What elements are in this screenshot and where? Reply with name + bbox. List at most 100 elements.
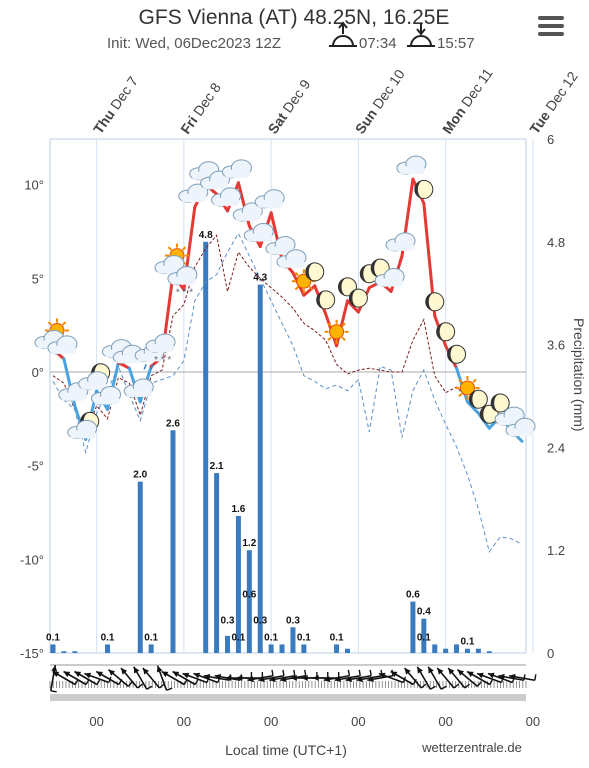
- wind-barb: [427, 666, 447, 690]
- precip-tick: 6: [547, 132, 554, 147]
- source-credit: wetterzentrale.de: [421, 740, 522, 755]
- moon-icon: [436, 322, 456, 342]
- day-date: Dec 9: [279, 76, 313, 115]
- hour-label: 00: [351, 714, 365, 729]
- precip-data-label: 0.1: [461, 637, 475, 648]
- cloud-icon: [243, 223, 274, 243]
- sunrise-time: 07:34: [359, 35, 397, 52]
- cloud-icon: [211, 187, 242, 207]
- precip-bar: [268, 644, 274, 653]
- cloud-icon: [232, 202, 263, 222]
- precip-tick: 3.6: [547, 338, 565, 353]
- rain-cloud-icon: [134, 342, 165, 370]
- hour-label: 00: [89, 714, 103, 729]
- precip-bar: [235, 515, 241, 653]
- series-lines: [51, 177, 524, 553]
- hamburger-menu-icon[interactable]: [538, 16, 564, 36]
- sun-icon: [324, 319, 349, 344]
- day-label: ThuDec 7: [90, 73, 141, 137]
- temperature-axis: 10° 5° 0° -5° -10° -15°: [20, 178, 44, 661]
- hour-label: 00: [264, 714, 278, 729]
- precip-data-label: 0.6: [242, 590, 256, 601]
- wind-barb: [345, 669, 372, 683]
- chart-title: GFS Vienna (AT) 48.25N, 16.25E: [139, 6, 450, 29]
- day-label: TueDec 12: [526, 68, 581, 137]
- day-date: Dec 12: [542, 68, 581, 114]
- cloud-icon: [58, 382, 89, 402]
- wind-barb: [334, 669, 361, 683]
- wind-barb: [403, 667, 427, 689]
- precipitation-labels: 0.1 0.1 2.0 0.1 2.6 4.8 2.1 1.6 1.2 0.6 4.3 0.3 0.1 0…: [46, 230, 475, 648]
- sunset-time: 15:57: [437, 35, 475, 52]
- init-time: Init: Wed, 06Dec2023 12Z: [107, 35, 281, 52]
- moon-icon: [425, 292, 445, 312]
- snow-cloud-icon: * * *: [167, 266, 198, 299]
- day-weekday: Fri: [177, 113, 200, 137]
- precip-bar: [214, 473, 220, 653]
- time-scrollbar[interactable]: [50, 694, 526, 701]
- hour-labels: 000000000000000000000000000000: [89, 714, 540, 729]
- precip-bar: [257, 284, 263, 653]
- precip-data-label: 1.2: [242, 538, 256, 549]
- precip-tick: 0: [547, 646, 554, 661]
- day-weekday: Thu: [90, 107, 118, 137]
- day-date: Dec 7: [107, 73, 141, 112]
- wind-barb: [509, 673, 537, 682]
- temp-tick: 10°: [24, 178, 44, 193]
- precip-bar: [50, 644, 56, 653]
- wind-barb: [269, 669, 296, 683]
- cloud-icon: [276, 249, 307, 269]
- precip-data-label: 2.6: [166, 418, 180, 429]
- precip-bar: [290, 627, 296, 653]
- wind-barb: [142, 667, 165, 689]
- day-weekday: Mon: [439, 104, 469, 137]
- precip-tick: 2.4: [547, 440, 565, 455]
- wind-barbs: [49, 664, 537, 693]
- precip-data-label: 2.0: [133, 470, 147, 481]
- day-label: SunDec 10: [352, 66, 408, 137]
- wind-barb: [156, 665, 173, 691]
- temperature-segment: [465, 400, 480, 415]
- day-weekday: Sun: [352, 106, 380, 137]
- cloud-icon: [123, 378, 154, 398]
- precip-data-label: 1.6: [231, 504, 245, 515]
- precip-bar: [334, 644, 340, 653]
- svg-text:* * *: * * *: [154, 355, 171, 366]
- temperature-segment: [302, 284, 317, 297]
- series-line-850hpa: [52, 232, 523, 553]
- precip-tick: 1.2: [547, 543, 565, 558]
- precip-data-label: 0.1: [101, 632, 115, 643]
- precip-bar: [464, 648, 470, 653]
- snow-cloud-icon: * * *: [145, 333, 176, 366]
- weather-icons: * * * * * *: [34, 155, 536, 439]
- plot-frame: [49, 138, 527, 654]
- precip-bar: [344, 648, 350, 653]
- precip-data-label: 0.1: [264, 632, 278, 643]
- precip-bar: [105, 644, 111, 653]
- moon-icon: [414, 179, 434, 199]
- precip-bar: [170, 430, 176, 653]
- temp-tick: -10°: [20, 552, 44, 567]
- precip-data-label: 0.3: [253, 615, 267, 626]
- wind-barb: [74, 670, 101, 686]
- day-date: Dec 10: [369, 66, 408, 112]
- precip-bar: [410, 601, 416, 653]
- precip-bar: [454, 644, 460, 653]
- sunrise-icon: [329, 21, 357, 47]
- cloud-icon: [221, 159, 252, 179]
- precip-bar: [72, 651, 78, 653]
- wind-barb: [416, 666, 436, 690]
- precip-bar: [61, 651, 67, 653]
- day-label: SatDec 9: [264, 76, 313, 136]
- day-weekday: Sat: [264, 109, 290, 136]
- hour-label: 00: [526, 714, 540, 729]
- precip-bar: [301, 644, 307, 653]
- wind-barb: [49, 665, 58, 693]
- moon-icon: [316, 290, 336, 310]
- cloud-icon: [254, 189, 285, 209]
- cloud-icon: [505, 417, 536, 437]
- cloud-icon: [396, 155, 427, 175]
- precip-bar: [203, 241, 209, 654]
- precip-tick: 4.8: [547, 235, 565, 250]
- precip-data-label: 0.1: [144, 632, 158, 643]
